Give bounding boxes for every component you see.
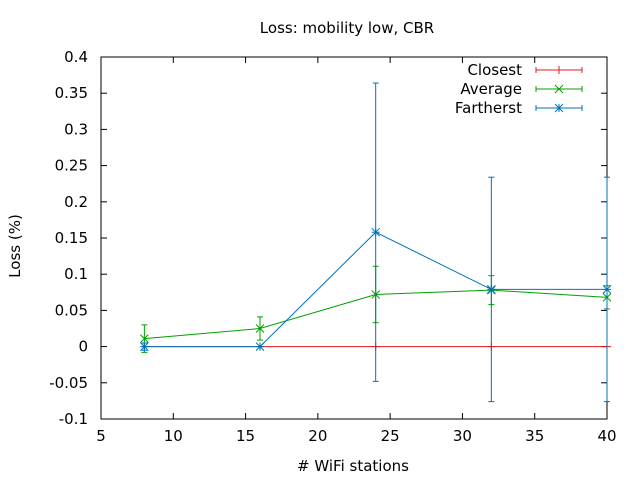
data-point xyxy=(486,285,496,294)
legend-marker xyxy=(555,66,563,74)
y-tick-label: 0.2 xyxy=(64,193,88,211)
legend-marker xyxy=(554,103,564,113)
y-axis-label: Loss (%) xyxy=(6,214,24,278)
x-tick-label: 30 xyxy=(453,427,472,445)
plot-frame xyxy=(100,56,608,420)
y-tick-label: -0.05 xyxy=(49,374,88,392)
y-tick-label: 0 xyxy=(78,338,88,356)
data-point xyxy=(140,342,149,351)
y-tick-label: -0.1 xyxy=(59,410,88,428)
legend-label: Closest xyxy=(467,61,522,79)
series-layer xyxy=(140,82,612,403)
x-tick-label: 5 xyxy=(96,427,106,445)
x-tick-label: 10 xyxy=(164,427,183,445)
data-point xyxy=(255,342,265,351)
y-tick-label: 0.05 xyxy=(55,301,88,319)
legend-label: Fartherst xyxy=(455,99,522,117)
y-tick-label: 0.35 xyxy=(55,84,88,102)
data-point xyxy=(602,285,612,294)
x-tick-label: 20 xyxy=(308,427,327,445)
x-tick-label: 40 xyxy=(597,427,616,445)
x-tick-label: 25 xyxy=(381,427,400,445)
data-point xyxy=(371,227,381,237)
axis-ticks: 5 10 15 20 25 30 35 40 -0.1 -0.05 0 0.05 0.1 0.15 0.2 0… xyxy=(49,48,616,445)
x-tick-label: 15 xyxy=(236,427,255,445)
data-point xyxy=(140,334,149,343)
legend-item: Fartherst xyxy=(455,99,583,117)
y-tick-label: 0.15 xyxy=(55,229,88,247)
legend-label: Average xyxy=(460,80,522,98)
y-tick-label: 0.4 xyxy=(64,48,88,66)
y-tick-label: 0.1 xyxy=(64,265,88,283)
x-axis-label: # WiFi stations xyxy=(297,457,409,475)
y-tick-label: 0.3 xyxy=(64,120,88,138)
legend-item: Closest xyxy=(467,61,583,79)
x-tick-label: 35 xyxy=(525,427,544,445)
data-point xyxy=(255,324,265,333)
legend-marker xyxy=(554,84,564,94)
series-fartherst xyxy=(140,82,612,403)
chart-title: Loss: mobility low, CBR xyxy=(260,19,434,37)
y-tick-label: 0.25 xyxy=(55,157,88,175)
legend-item: Average xyxy=(460,80,583,98)
